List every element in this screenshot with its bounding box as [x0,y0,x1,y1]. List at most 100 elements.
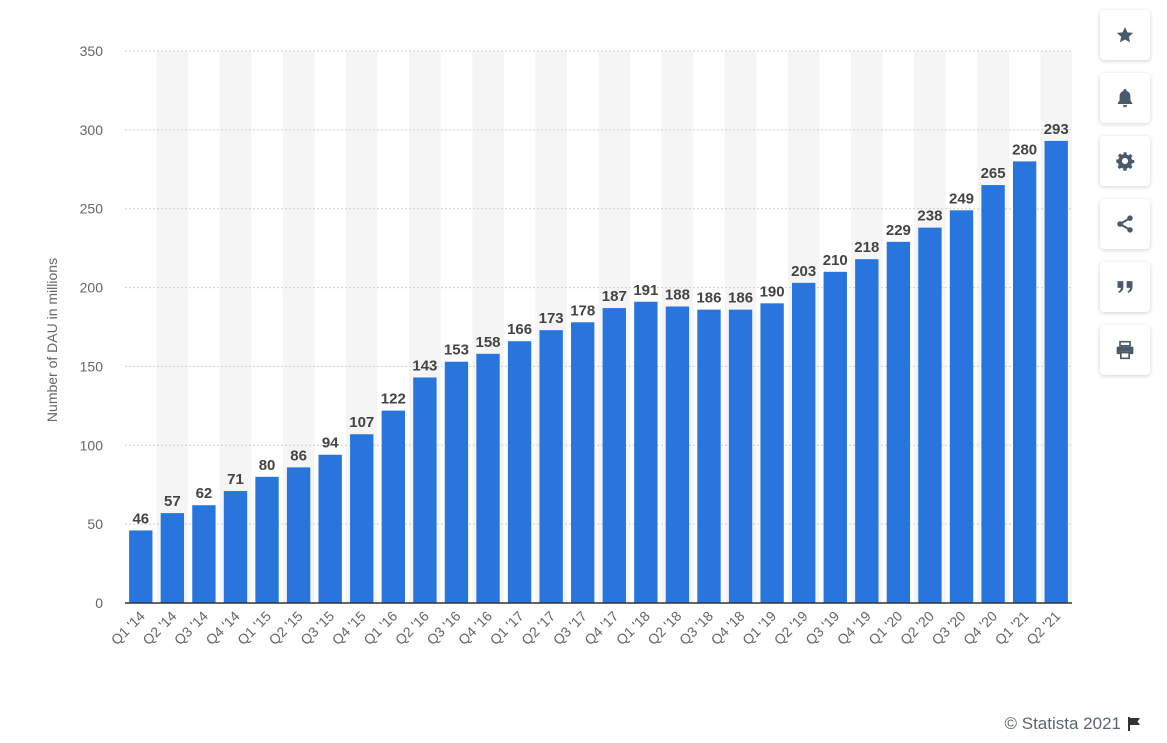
x-tick-label: Q1 '16 [360,608,400,648]
data-label: 153 [444,342,469,359]
x-tick-label: Q2 '20 [897,608,937,648]
bar [444,361,469,603]
data-label: 186 [696,290,721,307]
x-tick-label: Q3 '18 [676,608,716,648]
bar-chart: 0 50 100 150 200 250 300 350 Number of DAU in mi… [44,43,1072,648]
data-label: 238 [917,208,942,225]
x-tick-label: Q4 '20 [960,608,1000,648]
data-label: 57 [164,493,181,510]
y-tick-label: 350 [80,43,104,59]
bar [697,309,721,603]
x-tick-label: Q4 '19 [834,608,874,648]
bar [634,301,658,603]
x-tick-label: Q4 '14 [202,608,242,648]
y-tick-label: 250 [80,201,104,217]
data-label: 191 [633,282,658,299]
x-tick-label: Q2 '17 [518,608,558,648]
data-label: 122 [381,391,406,408]
x-tick-label: Q3 '15 [297,608,337,648]
bar [255,476,279,603]
data-label: 143 [412,357,437,374]
bar [539,330,563,603]
bar [602,308,626,603]
quote-icon [1117,281,1133,293]
share-icon [1117,215,1133,233]
star-icon [1116,27,1134,43]
bar [318,454,342,603]
bar [129,530,153,603]
bar [507,341,532,603]
x-tick-label: Q1 '17 [487,608,527,648]
notification-button[interactable] [1100,73,1150,123]
y-tick-label: 100 [80,437,104,453]
data-label: 71 [227,471,244,488]
x-tick-label: Q1 '18 [613,608,653,648]
x-tick-label: Q2 '14 [139,608,179,648]
data-label: 62 [196,485,213,502]
x-tick-label: Q1 '21 [992,608,1032,648]
bar [286,467,311,603]
y-axis-title: Number of DAU in millions [44,258,60,422]
bar [1012,161,1037,603]
data-label: 186 [728,290,753,307]
bar [728,309,753,603]
x-tick-label: Q2 '16 [392,608,432,648]
x-tick-label: Q3 '19 [802,608,842,648]
x-tick-label: Q4 '18 [707,608,747,648]
bar [160,513,185,603]
data-label: 173 [539,310,564,327]
data-label: 178 [570,302,595,319]
share-button[interactable] [1100,199,1150,249]
data-label: 187 [602,288,627,305]
x-tick-label: Q1 '20 [865,608,905,648]
y-tick-label: 150 [80,358,104,374]
data-label: 107 [349,414,374,431]
data-label: 188 [665,286,690,303]
data-label: 80 [259,457,276,474]
bar [476,353,500,603]
print-button[interactable] [1100,325,1150,375]
settings-button[interactable] [1100,136,1150,186]
data-label: 229 [886,222,911,239]
y-tick-label: 50 [87,516,103,532]
bar [886,241,911,603]
copyright-notice: © Statista 2021 [1005,714,1144,734]
data-label: 190 [760,283,785,300]
bar [760,303,784,603]
x-tick-label: Q2 '18 [644,608,684,648]
favorite-button[interactable] [1100,10,1150,60]
data-label: 218 [854,239,879,256]
y-tick-label: 0 [95,595,103,611]
data-label: 293 [1044,121,1069,138]
column-band [156,51,189,603]
bar [918,227,942,603]
data-label: 158 [476,334,501,351]
gear-icon [1116,152,1135,171]
bar [381,410,405,603]
print-icon [1116,340,1134,360]
bar [1044,140,1068,603]
x-tick-label: Q2 '15 [266,608,306,648]
bar [223,491,248,603]
bar [949,210,974,603]
bar [792,282,816,603]
y-tick-label: 300 [80,122,104,138]
x-tick-label: Q4 '17 [581,608,621,648]
flag-icon[interactable] [1127,716,1143,732]
bar [665,306,690,603]
data-label: 210 [823,252,848,269]
data-label: 86 [290,447,307,464]
x-tick-label: Q3 '16 [423,608,463,648]
x-tick-label: Q3 '20 [928,608,968,648]
bar [855,259,879,603]
data-label: 166 [507,321,532,338]
bar [823,271,847,603]
bell-icon [1117,88,1133,108]
bar [981,185,1005,604]
cite-button[interactable] [1100,262,1150,312]
data-label: 94 [322,435,339,452]
data-label: 203 [791,263,816,280]
x-tick-label: Q1 '15 [234,608,274,648]
x-tick-label: Q3 '17 [550,608,590,648]
x-tick-label: Q4 '15 [329,608,369,648]
